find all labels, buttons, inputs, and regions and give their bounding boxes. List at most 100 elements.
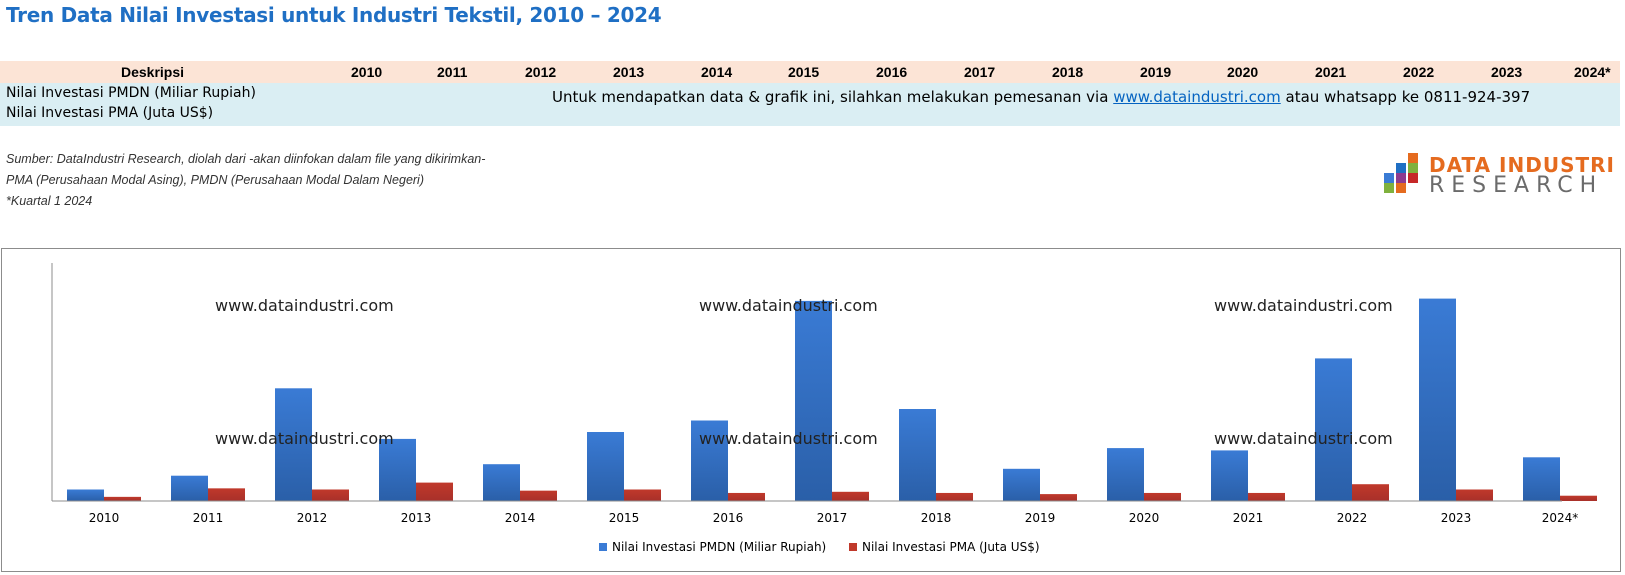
- bar-pma: [520, 490, 557, 501]
- bar-pma: [1040, 494, 1077, 501]
- x-tick-label: 2017: [817, 511, 848, 525]
- bar-pma: [728, 492, 765, 501]
- bar-pmdn: [691, 420, 728, 501]
- bar-pmdn: [1003, 468, 1040, 501]
- notice-suffix: atau whatsapp ke 0811-924-397: [1280, 88, 1531, 106]
- watermark-text: www.dataindustri.com: [1214, 429, 1393, 448]
- header-year: 2013: [613, 64, 645, 80]
- logo-text-research: RESEARCH: [1429, 173, 1604, 198]
- header-year: 2019: [1140, 64, 1172, 80]
- source-notes: Sumber: DataIndustri Research, diolah da…: [6, 149, 485, 212]
- x-tick-label: 2013: [401, 511, 432, 525]
- logo-square-1: [1408, 153, 1418, 163]
- chart-container: 2010 2011 2012 2013 2014 2015 2016 2017 2018 2019…: [1, 248, 1621, 572]
- row-label-pmdn: Nilai Investasi PMDN (Miliar Rupiah): [6, 85, 256, 101]
- bar-pma: [832, 491, 869, 501]
- legend-item-pmdn: Nilai Investasi PMDN (Miliar Rupiah): [599, 540, 826, 554]
- bar-pmdn: [171, 475, 208, 501]
- bar-pmdn: [1211, 450, 1248, 501]
- header-year: 2017: [964, 64, 996, 80]
- watermark-text: www.dataindustri.com: [215, 429, 394, 448]
- notice-prefix: Untuk mendapatkan data & grafik ini, sil…: [552, 88, 1114, 106]
- logo-square-3: [1408, 163, 1418, 173]
- bar-pma: [1352, 484, 1389, 501]
- header-year: 2021: [1315, 64, 1347, 80]
- header-year: 2024*: [1574, 64, 1611, 80]
- bar-pmdn: [379, 438, 416, 501]
- legend-label-pmdn: Nilai Investasi PMDN (Miliar Rupiah): [612, 540, 827, 554]
- order-link[interactable]: www.dataindustri.com: [1113, 88, 1281, 106]
- header-year: 2016: [876, 64, 908, 80]
- bar-pma: [104, 496, 141, 501]
- bar-pma: [936, 492, 973, 501]
- x-tick-label: 2022: [1337, 511, 1368, 525]
- abbreviation-line: PMA (Perusahaan Modal Asing), PMDN (Peru…: [6, 173, 424, 187]
- x-tick-label: 2019: [1025, 511, 1056, 525]
- bar-pmdn: [67, 489, 104, 501]
- header-year: 2018: [1052, 64, 1084, 80]
- bar-pmdn: [899, 409, 936, 501]
- header-year: 2020: [1227, 64, 1259, 80]
- legend-swatch-pmdn: [599, 543, 607, 551]
- quarter-note: *Kuartal 1 2024: [6, 194, 93, 208]
- x-tick-label: 2024*: [1542, 511, 1579, 525]
- watermark-text: www.dataindustri.com: [699, 296, 878, 315]
- header-year: 2010: [351, 64, 383, 80]
- bar-pmdn: [275, 388, 312, 501]
- logo-text-data-industri: DATA INDUSTRI: [1429, 153, 1615, 177]
- x-tick-label: 2020: [1129, 511, 1160, 525]
- x-tick-label: 2023: [1441, 511, 1472, 525]
- table-header: Deskripsi 2010 2011 2012 2013 2014 2015 2016 20…: [0, 61, 1620, 83]
- x-tick-label: 2010: [89, 511, 120, 525]
- bar-pma: [416, 482, 453, 501]
- legend-item-pma: Nilai Investasi PMA (Juta US$): [849, 540, 1040, 554]
- order-notice: Untuk mendapatkan data & grafik ini, sil…: [552, 88, 1530, 106]
- x-tick-label: 2014: [505, 511, 536, 525]
- bar-pmdn: [1315, 358, 1352, 501]
- bar-pma: [312, 489, 349, 501]
- legend-label-pma: Nilai Investasi PMA (Juta US$): [862, 540, 1040, 554]
- data-table: Deskripsi 2010 2011 2012 2013 2014 2015 2016 20…: [0, 61, 1620, 126]
- x-tick-label: 2012: [297, 511, 328, 525]
- bar-pmdn: [1523, 457, 1560, 501]
- page-title: Tren Data Nilai Investasi untuk Industri…: [6, 3, 662, 27]
- x-tick-label: 2016: [713, 511, 744, 525]
- bar-pmdn: [1419, 298, 1456, 501]
- x-tick-label: 2015: [609, 511, 640, 525]
- source-line: Sumber: DataIndustri Research, diolah da…: [6, 152, 486, 166]
- bar-pmdn: [1107, 448, 1144, 501]
- watermark-text: www.dataindustri.com: [215, 296, 394, 315]
- header-year: 2023: [1491, 64, 1523, 80]
- legend-swatch-pma: [849, 543, 857, 551]
- bar-pmdn: [587, 432, 624, 501]
- bar-chart: 2010 2011 2012 2013 2014 2015 2016 2017 2018 2019…: [51, 263, 1597, 525]
- bar-pma: [1248, 492, 1285, 501]
- bar-pmdn: [483, 464, 520, 501]
- logo-square-2: [1396, 163, 1406, 173]
- watermark-text: www.dataindustri.com: [699, 429, 878, 448]
- header-deskripsi: Deskripsi: [121, 64, 185, 80]
- header-year: 2012: [525, 64, 557, 80]
- bar-pmdn: [795, 300, 832, 501]
- header-year: 2014: [701, 64, 733, 80]
- row-label-pma: Nilai Investasi PMA (Juta US$): [6, 105, 214, 121]
- logo-square-5: [1396, 173, 1406, 183]
- header-year: 2011: [437, 64, 468, 80]
- x-tick-label: 2018: [921, 511, 952, 525]
- bar-pma: [1560, 495, 1597, 501]
- table-body: Nilai Investasi PMDN (Miliar Rupiah) Nil…: [0, 83, 1620, 126]
- logo-square-6: [1408, 173, 1418, 183]
- bar-pma: [624, 489, 661, 501]
- logo-square-4: [1384, 173, 1394, 183]
- bar-pma: [1456, 489, 1493, 501]
- bar-pma: [1144, 492, 1181, 501]
- data-industri-logo: DATA INDUSTRI RESEARCH: [1378, 153, 1614, 199]
- header-year: 2015: [788, 64, 820, 80]
- logo-square-7: [1384, 183, 1394, 193]
- watermark-text: www.dataindustri.com: [1214, 296, 1393, 315]
- bar-pma: [208, 488, 245, 501]
- header-year: 2022: [1403, 64, 1435, 80]
- logo-square-8: [1396, 183, 1406, 193]
- x-tick-label: 2021: [1233, 511, 1264, 525]
- x-tick-label: 2011: [193, 511, 224, 525]
